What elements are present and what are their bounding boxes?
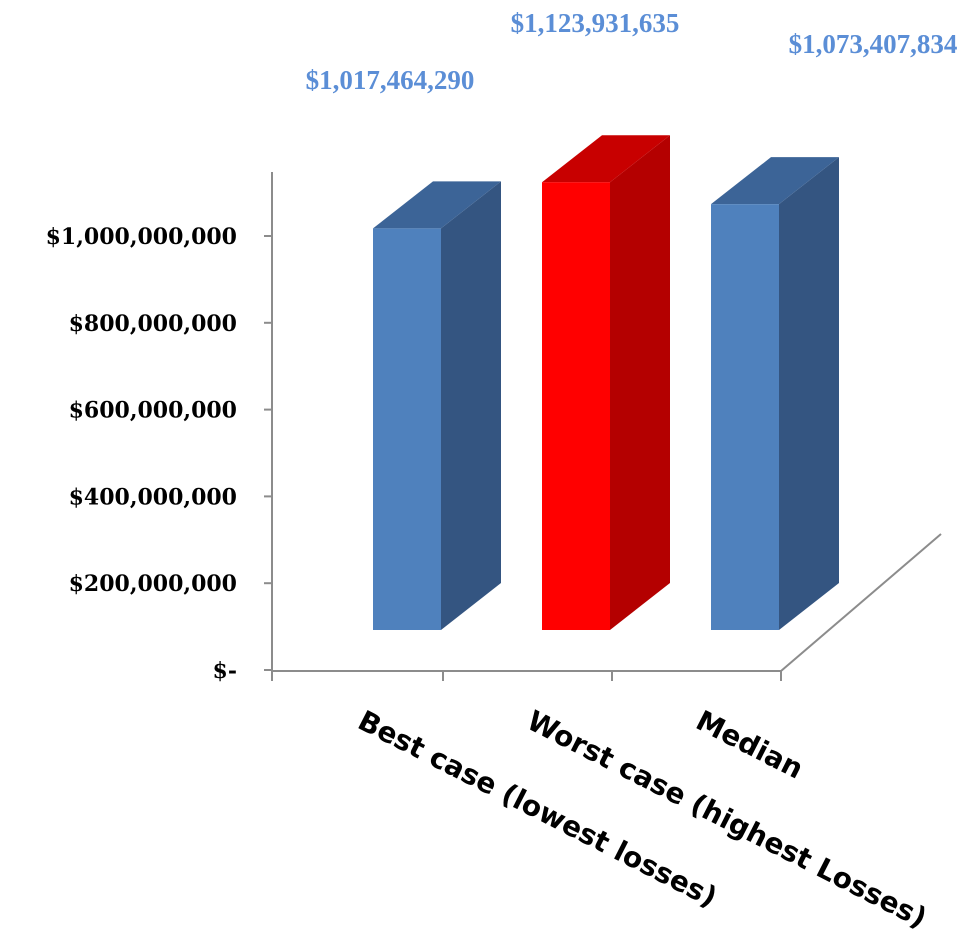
bar-side-face	[779, 157, 839, 631]
floor-edge-line	[780, 533, 942, 672]
y-tick-label: $-	[213, 658, 237, 684]
data-label: $1,017,464,290	[306, 65, 475, 95]
bar-top-face	[711, 157, 839, 205]
bar-front-face	[373, 228, 441, 630]
bar	[373, 181, 501, 630]
data-label: $1,073,407,834	[789, 29, 958, 59]
y-tick-label: $200,000,000	[69, 571, 237, 597]
bar-front-face	[542, 182, 610, 630]
y-tick-label: $1,000,000,000	[46, 224, 237, 250]
y-tick-label: $400,000,000	[69, 484, 237, 510]
category-labels: Best case (lowest losses)Worst case (hig…	[353, 704, 932, 935]
bar-side-face	[610, 135, 670, 630]
bar-top-face	[542, 135, 670, 183]
bar-side-face	[441, 181, 501, 630]
bar	[542, 135, 670, 630]
chart-axes	[264, 172, 942, 681]
chart-bars	[373, 135, 839, 631]
data-label: $1,123,931,635	[511, 8, 680, 38]
bar-front-face	[711, 204, 779, 631]
bar	[711, 157, 839, 631]
y-tick-label: $800,000,000	[69, 311, 237, 337]
data-labels: $1,017,464,290 $1,123,931,635 $1,073,407,8…	[306, 8, 958, 95]
y-tick-label: $600,000,000	[69, 398, 237, 424]
category-label: Median	[691, 704, 809, 786]
bar-top-face	[373, 181, 501, 229]
y-tick-labels: $- $200,000,000 $400,000,000 $600,000,000 $8…	[46, 224, 237, 684]
